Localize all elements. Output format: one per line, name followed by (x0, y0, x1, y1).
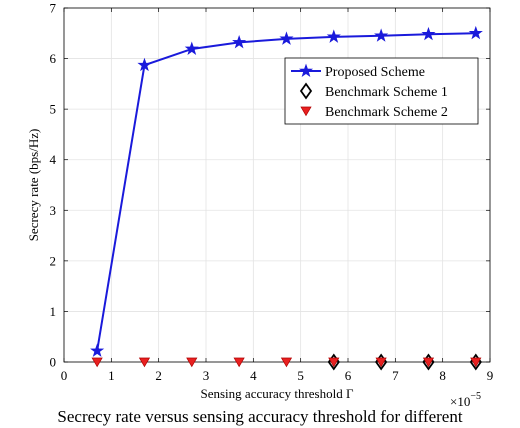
data-point-benchmark-scheme-2 (422, 357, 435, 368)
x-tick-label: 8 (439, 368, 446, 383)
y-axis-label: Secrecy rate (bps/Hz) (26, 129, 41, 242)
data-point-benchmark-scheme-2 (328, 357, 340, 368)
data-point-proposed-scheme (421, 26, 436, 41)
legend-item-proposed-scheme: Proposed Scheme (291, 63, 425, 80)
x-tick-label: 0 (61, 368, 68, 383)
data-point-benchmark-scheme-2 (375, 357, 387, 368)
y-tick-label: 6 (50, 51, 57, 66)
y-tick-label: 3 (50, 203, 57, 218)
series-proposed-scheme (90, 25, 483, 357)
x-axis-multiplier: ×10−5 (450, 391, 481, 409)
x-tick-label: 2 (155, 368, 162, 383)
y-tick-label: 2 (50, 253, 57, 268)
y-tick-label: 0 (50, 355, 57, 370)
x-tick-label: 3 (203, 368, 210, 383)
x-tick-label: 5 (297, 368, 304, 383)
legend-item-benchmark-scheme-1: Benchmark Scheme 1 (299, 82, 448, 100)
data-point-benchmark-scheme-2 (91, 357, 103, 368)
data-point-proposed-scheme (232, 34, 247, 49)
x-tick-label: 6 (345, 368, 352, 383)
legend-box (284, 57, 479, 125)
data-point-benchmark-scheme-2 (280, 357, 293, 368)
legend-label: Benchmark Scheme 2 (325, 105, 448, 120)
figure-caption: Secrecy rate versus sensing accuracy thr… (57, 407, 462, 426)
x-tick-label: 4 (250, 368, 257, 383)
data-point-benchmark-scheme-2 (233, 357, 245, 368)
legend-label: Proposed Scheme (325, 65, 425, 80)
data-point-proposed-scheme (374, 28, 389, 42)
data-point-proposed-scheme (279, 31, 294, 45)
legend-marker-swatch (299, 82, 313, 100)
data-point-proposed-scheme (90, 343, 105, 357)
plot-frame (63, 7, 491, 363)
legend-label: Benchmark Scheme 1 (325, 85, 448, 100)
x-tick-label: 1 (108, 368, 115, 383)
data-point-proposed-scheme (184, 41, 199, 55)
x-axis-multiplier-exponent: −5 (470, 391, 481, 402)
data-point-proposed-scheme (137, 57, 152, 72)
data-point-benchmark-scheme-2 (470, 357, 482, 368)
data-point-benchmark-scheme-2 (186, 357, 198, 368)
data-point-proposed-scheme (326, 29, 341, 43)
axis-ticks: 0 1 2 3 4 5 6 7 8 9 0 1 2 3 4 5 6 7 (50, 1, 494, 384)
legend-item-benchmark-scheme-2: Benchmark Scheme 2 (300, 105, 448, 120)
y-tick-label: 5 (50, 102, 57, 117)
x-tick-label: 9 (487, 368, 494, 383)
legend-marker-swatch (298, 63, 314, 77)
legend: Proposed Scheme Benchmark Scheme 1 Benchma… (284, 57, 479, 125)
y-tick-label: 4 (50, 152, 57, 167)
x-axis-multiplier-base: ×10 (450, 394, 470, 409)
series-benchmark-scheme-2 (91, 357, 482, 368)
series-layer (90, 25, 483, 371)
legend-marker-swatch (300, 106, 312, 117)
data-point-benchmark-scheme-2 (138, 357, 151, 368)
y-tick-label: 7 (50, 1, 57, 16)
x-axis-label: Sensing accuracy threshold Γ (201, 386, 354, 401)
x-tick-label: 7 (392, 368, 399, 383)
data-point-proposed-scheme (468, 25, 483, 40)
y-tick-label: 1 (50, 304, 57, 319)
